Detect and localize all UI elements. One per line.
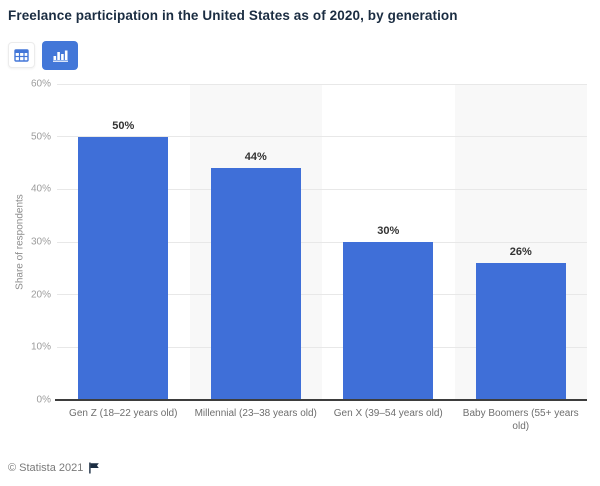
y-axis-tick-label: 40% — [30, 183, 51, 195]
x-axis-category-label: Gen X (39–54 years old) — [333, 408, 443, 419]
view-toggle-toolbar — [8, 40, 78, 70]
gridline — [57, 136, 587, 138]
y-axis-tick-label: 60% — [30, 78, 51, 90]
y-axis-tick-label: 30% — [30, 236, 51, 248]
chart-view-button[interactable] — [42, 40, 78, 70]
x-axis-category-label: Baby Boomers (55+ years old) — [462, 408, 579, 432]
bar-chart-icon — [52, 48, 69, 62]
bar-3[interactable] — [343, 242, 434, 400]
bar-value-label: 30% — [377, 225, 400, 237]
gridline — [57, 83, 587, 85]
plot-area: 0% 10% 20% 30% 40% 50% 60% 50% Gen Z (18–22 year… — [31, 79, 587, 432]
copyright-footer: © Statista 2021 — [8, 462, 100, 474]
table-icon — [14, 48, 29, 62]
gridline — [57, 294, 587, 296]
y-axis-tick-label: 20% — [30, 289, 51, 301]
bar-value-label: 50% — [112, 119, 135, 132]
bar-1[interactable] — [78, 136, 169, 400]
x-axis-line — [55, 399, 587, 401]
bar-4[interactable] — [475, 263, 566, 400]
y-axis-tick-label: 0% — [36, 394, 51, 406]
gridline — [57, 188, 587, 190]
copyright-text: © Statista 2021 — [8, 462, 84, 474]
flag-icon — [88, 462, 100, 474]
bar-value-label: 26% — [509, 246, 532, 259]
gridline — [57, 241, 587, 243]
table-view-button[interactable] — [8, 42, 35, 68]
page-title: Freelance participation in the United St… — [8, 8, 458, 23]
bar-value-label: 44% — [244, 151, 267, 164]
x-axis-category-label: Gen Z (18–22 years old) — [69, 408, 178, 419]
x-axis-category-label: Millennial (23–38 years old) — [194, 408, 317, 419]
bar-2[interactable] — [210, 168, 301, 400]
y-axis-tick-label: 50% — [30, 131, 51, 143]
gridline — [57, 346, 587, 348]
y-axis-tick-label: 10% — [30, 341, 51, 353]
